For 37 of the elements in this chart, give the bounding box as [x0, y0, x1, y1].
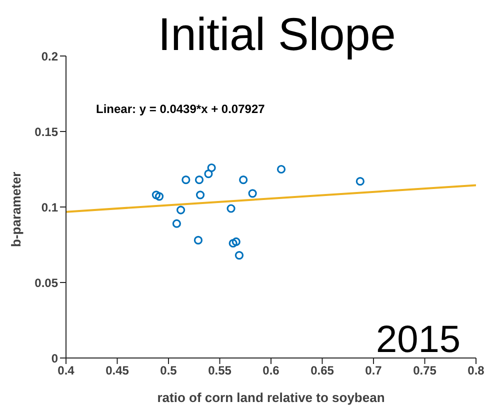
- point: [239, 176, 248, 184]
- point: [194, 236, 203, 245]
- point: [276, 164, 286, 174]
- point: [196, 190, 205, 200]
- point: [232, 237, 240, 246]
- y-tick-label: 0.1: [41, 200, 58, 214]
- point: [228, 238, 238, 248]
- point: [204, 169, 213, 178]
- point: [226, 204, 236, 213]
- x-tick-label: 0.6: [262, 364, 280, 378]
- point: [154, 192, 164, 201]
- x-tick-label: 0.4: [58, 364, 75, 378]
- y-tick-label: 0.15: [34, 124, 58, 139]
- chart-title: Initial Slope: [158, 8, 396, 60]
- annotation: 2015: [376, 318, 461, 362]
- x-tick-label: 0.55: [208, 364, 232, 378]
- point: [207, 163, 216, 172]
- x-tick-label: 0.65: [310, 364, 334, 378]
- x-tick-label: 0.75: [413, 364, 437, 378]
- point: [356, 177, 364, 186]
- annotation: Linear: y = 0.0439*x + 0.07927: [96, 102, 265, 116]
- y-tick-label: 0.05: [34, 276, 58, 290]
- point: [176, 206, 186, 214]
- point: [182, 176, 190, 184]
- x-tick-label: 0.7: [365, 364, 382, 378]
- point: [152, 190, 160, 200]
- y-tick-label: 0: [51, 351, 58, 366]
- x-axis-title: ratio of corn land relative to soybean: [157, 390, 385, 405]
- x-tick-label: 0.45: [106, 364, 130, 378]
- x-tick-label: 0.8: [468, 364, 485, 378]
- y-axis-title: b-parameter: [8, 172, 24, 247]
- point: [194, 176, 204, 184]
- x-tick-label: 0.5: [160, 364, 178, 378]
- point: [234, 251, 244, 260]
- y-tick-label: 0.2: [41, 49, 58, 64]
- point: [172, 219, 181, 228]
- point: [248, 189, 257, 198]
